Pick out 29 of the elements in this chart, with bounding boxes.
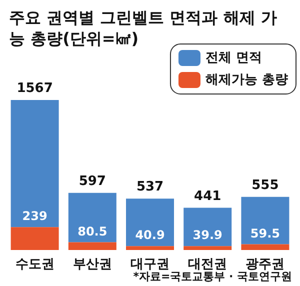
x-tick-label: 대전권 — [188, 257, 228, 272]
bar — [184, 208, 232, 246]
total-label: 537 — [136, 180, 164, 195]
data-label: 39.9 — [192, 228, 222, 242]
bar — [10, 100, 59, 228]
bar — [241, 244, 290, 250]
bar — [126, 246, 174, 250]
bar — [68, 242, 116, 250]
data-label: 239 — [22, 209, 48, 224]
x-tick-label: 부산권 — [72, 257, 112, 272]
total-label: 555 — [252, 178, 279, 193]
data-label: 59.5 — [250, 226, 280, 240]
x-tick-label: 수도권 — [15, 257, 54, 272]
x-tick-label: 광주권 — [246, 257, 285, 272]
bar — [241, 196, 290, 244]
bar — [10, 227, 59, 250]
bar — [184, 246, 232, 250]
bar — [68, 192, 116, 242]
total-label: 441 — [194, 188, 222, 204]
data-label: 80.5 — [78, 224, 108, 238]
text: *자료=국토교통부 · 국토연구원 — [133, 270, 292, 283]
total-label: 1567 — [16, 81, 53, 96]
x-tick-label: 대구권 — [130, 257, 170, 272]
chart-title: 주요 권역별 그린벨트 면적과 해제 가능 총량(단위=㎢) — [9, 8, 277, 48]
bar — [126, 198, 174, 246]
legend-label: 전체 면적 — [205, 50, 262, 66]
total-label: 597 — [78, 174, 106, 189]
legend-label: 해제가능 총량 — [205, 72, 288, 88]
data-label: 40.9 — [135, 228, 165, 242]
